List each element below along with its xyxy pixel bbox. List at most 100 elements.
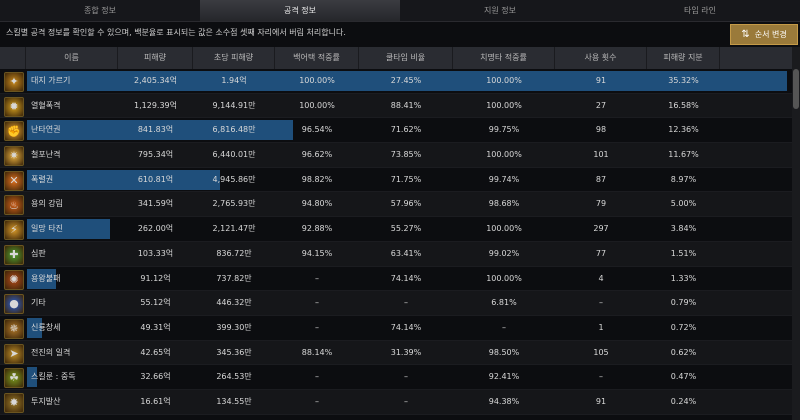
crit-rate: 100.00%: [486, 224, 522, 234]
header-dps[interactable]: 초당 피해량: [193, 47, 275, 69]
header-uses[interactable]: 사용 횟수: [555, 47, 647, 69]
table-row-wrap: ● 기타 55.12억 446.32만 – – 6.81% – 0.79%: [0, 291, 800, 316]
cooldown-ratio: –: [404, 372, 408, 382]
cooldown-ratio: 88.41%: [390, 100, 422, 110]
table-row[interactable]: ✦ 대지 가르기 2,405.34억 1.94억 100.00% 27.45% 100.00…: [0, 69, 800, 94]
damage-share: 5.00%: [670, 199, 697, 209]
damage-bar: [27, 169, 220, 190]
tab-attack[interactable]: 공격 정보: [200, 0, 400, 21]
cooldown-ratio: 71.62%: [390, 125, 422, 135]
use-count: 98: [595, 125, 607, 135]
table-row[interactable]: ☘ 스킬룬 : 중독 32.66억 264.53만 – – 92.41% – 0.47%: [0, 365, 800, 390]
skill-name: 심판: [31, 248, 46, 258]
damage-value: 49.31억: [140, 322, 171, 332]
table-row[interactable]: ✸ 투지발산 16.61억 134.55만 – – 94.38% 91 0.24%: [0, 389, 800, 415]
scrollbar-thumb[interactable]: [793, 69, 799, 109]
use-count: 4: [598, 273, 604, 283]
skill-name: 기타: [31, 298, 46, 308]
skill-icon-cell: ✺: [0, 267, 26, 291]
header-cooldown-ratio[interactable]: 쿨타임 비율: [359, 47, 453, 69]
header-name[interactable]: 이름: [26, 47, 118, 69]
damage-share: 0.79%: [670, 298, 697, 308]
table-row[interactable]: ✵ 신룡창세 49.31억 399.30만 – 74.14% – 1 0.72%: [0, 316, 800, 341]
tab-bar: 종합 정보 공격 정보 지원 정보 타임 라인: [0, 0, 800, 22]
skill-icon-cell: ✷: [0, 143, 26, 167]
damage-value: 1,129.39억: [134, 100, 177, 110]
header-damage-share[interactable]: 피해량 지분: [647, 47, 720, 69]
info-text: 스킬별 공격 정보를 확인할 수 있으며, 백분율로 표시되는 값은 소수점 셋…: [6, 28, 346, 37]
skill-icon: ✵: [4, 318, 24, 339]
skill-icon: ✸: [4, 392, 24, 413]
dps-value: 399.30만: [216, 322, 252, 332]
skill-name: 신룡창세: [31, 322, 61, 332]
table-row[interactable]: ✺ 용왕불패 91.12억 737.82만 – 74.14% 100.00% 4 1.33%: [0, 267, 800, 292]
table-row[interactable]: ✊ 난타연권 841.83억 6,816.48만 96.54% 71.62% 99.75% 9…: [0, 118, 800, 144]
table-row[interactable]: ✷ 철포난격 795.34억 6,440.01만 96.62% 73.85% 100.00%…: [0, 143, 800, 168]
table-row-wrap: ✹ 열혈폭격 1,129.39억 9,144.91만 100.00% 88.41% 100.…: [0, 93, 800, 119]
crit-rate: 92.41%: [488, 372, 520, 382]
damage-share: 1.33%: [670, 273, 697, 283]
table-row-wrap: ➤ 전진의 일격 42.65억 345.36만 88.14% 31.39% 98.50% 10…: [0, 340, 800, 366]
dps-value: 6,816.48만: [212, 125, 256, 135]
scrollbar[interactable]: [792, 47, 800, 420]
table-row[interactable]: ♨ 용의 강림 341.59억 2,765.93만 94.80% 57.96% 98.68%…: [0, 192, 800, 218]
table-row-wrap: ✊ 난타연권 841.83억 6,816.48만 96.54% 71.62% 99.75% 9…: [0, 118, 800, 144]
cooldown-ratio: 71.75%: [390, 174, 422, 184]
skill-name: 대지 가르기: [31, 76, 71, 85]
table-row[interactable]: ✹ 열혈폭격 1,129.39억 9,144.91만 100.00% 88.41% 100.…: [0, 93, 800, 119]
skill-icon-cell: ✵: [0, 316, 26, 340]
table-header: 이름 피해량 초당 피해량 백어택 적중률 쿨타임 비율 치명타 적중률 사용 …: [0, 47, 800, 69]
damage-bar: [27, 268, 56, 289]
damage-value: 55.12억: [140, 298, 171, 308]
crit-rate: 94.38%: [488, 396, 520, 406]
table-row[interactable]: ⚡ 일망 타진 262.00억 2,121.47만 92.88% 55.27% 100.00…: [0, 217, 800, 242]
crit-rate: 99.74%: [488, 174, 520, 184]
cooldown-ratio: 57.96%: [390, 199, 422, 209]
header-crit-rate[interactable]: 치명타 적중률: [453, 47, 555, 69]
header-damage[interactable]: 피해량: [118, 47, 193, 69]
dps-value: 737.82만: [216, 273, 252, 283]
skill-icon-cell: ➤: [0, 341, 26, 365]
tab-overview[interactable]: 종합 정보: [84, 6, 116, 15]
dps-value: 4,945.86만: [212, 174, 256, 184]
table-row[interactable]: ● 기타 55.12억 446.32만 – – 6.81% – 0.79%: [0, 291, 800, 316]
table-row-wrap: ⚡ 일망 타진 262.00억 2,121.47만 92.88% 55.27% 100.00…: [0, 217, 800, 242]
back-attack-rate: 94.80%: [301, 199, 333, 209]
skill-name: 난타연권: [31, 125, 61, 135]
damage-share: 8.97%: [670, 174, 697, 184]
tab-support[interactable]: 지원 정보: [484, 6, 516, 15]
skill-icon: ✕: [4, 170, 24, 191]
damage-share: 35.32%: [668, 76, 699, 85]
skill-icon: ➤: [4, 343, 24, 364]
damage-bar: [27, 219, 110, 240]
back-attack-rate: 100.00%: [299, 100, 335, 110]
skill-name: 열혈폭격: [31, 100, 61, 110]
skill-icon: ♨: [4, 195, 24, 216]
back-attack-rate: –: [315, 298, 319, 308]
back-attack-rate: –: [315, 396, 319, 406]
dps-value: 264.53만: [216, 372, 252, 382]
use-count: 27: [595, 100, 607, 110]
tab-timeline[interactable]: 타임 라인: [684, 6, 716, 15]
crit-rate: 99.02%: [488, 248, 520, 258]
damage-value: 91.12억: [140, 273, 171, 283]
table-row[interactable]: ✚ 심판 103.33억 836.72만 94.15% 63.41% 99.02% 77 1.5…: [0, 241, 800, 267]
table-row[interactable]: ✕ 폭렬권 610.81억 4,945.86만 98.82% 71.75% 99.74% 87…: [0, 168, 800, 193]
damage-share: 0.62%: [670, 347, 697, 357]
damage-share: 16.58%: [668, 100, 699, 110]
skill-name: 투지발산: [31, 396, 61, 406]
skill-name: 스킬룬 : 중독: [31, 372, 76, 382]
table-row-wrap: ☘ 스킬룬 : 중독 32.66억 264.53만 – – 92.41% – 0.47%: [0, 365, 800, 390]
sort-order-button[interactable]: ⇅ 순서 변경: [730, 24, 798, 45]
table-row-wrap: ✕ 폭렬권 610.81억 4,945.86만 98.82% 71.75% 99.74% 87…: [0, 168, 800, 193]
crit-rate: 98.68%: [488, 199, 520, 209]
header-back-attack[interactable]: 백어택 적중률: [275, 47, 359, 69]
damage-share: 0.47%: [670, 372, 697, 382]
table-row[interactable]: ➤ 전진의 일격 42.65억 345.36만 88.14% 31.39% 98.50% 10…: [0, 340, 800, 366]
back-attack-rate: 94.15%: [301, 248, 333, 258]
crit-rate: 100.00%: [486, 76, 522, 85]
dps-value: 9,144.91만: [212, 100, 256, 110]
skill-icon-cell: ✦: [0, 69, 26, 93]
sort-order-label: 순서 변경: [754, 30, 787, 39]
cooldown-ratio: 63.41%: [390, 248, 422, 258]
